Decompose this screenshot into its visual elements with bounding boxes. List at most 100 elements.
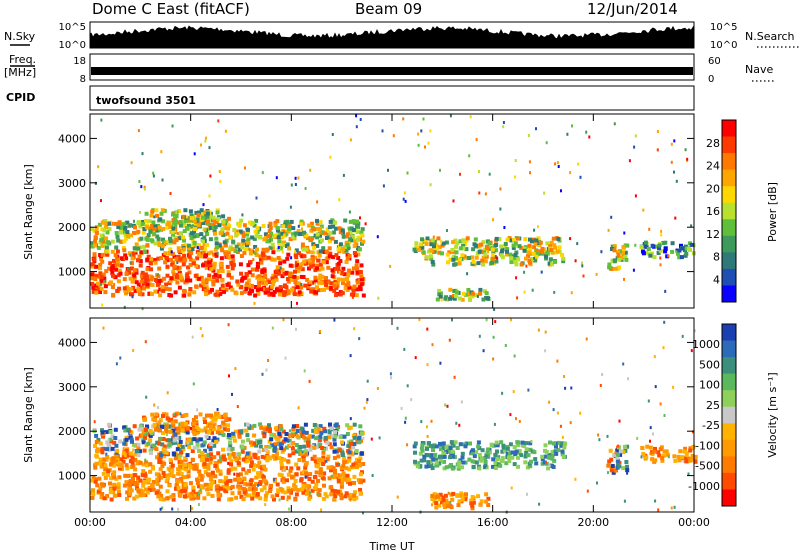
power-region-2-pixel <box>189 216 194 221</box>
power-region-1-pixel <box>355 230 360 234</box>
velocity-region-0-pixel <box>91 476 96 481</box>
velocity-region-0-pixel <box>351 462 356 467</box>
velocity-sparse-pixel <box>607 471 609 475</box>
velocity-sparse-pixel <box>614 451 617 455</box>
power-sparse-pixel <box>294 261 297 265</box>
velocity-region-1-pixel <box>336 424 341 429</box>
power-region-1-pixel <box>150 239 155 244</box>
power-sparse-pixel <box>446 229 448 232</box>
velocity-region-2-pixel <box>180 428 185 433</box>
power-region-0-pixel <box>111 266 115 271</box>
velocity-sparse-pixel <box>177 507 180 511</box>
velocity-sparse-pixel <box>107 438 110 442</box>
power-sparse-pixel <box>427 141 430 145</box>
power-region-1-pixel <box>327 225 332 230</box>
velocity-region-1-pixel <box>136 453 141 458</box>
velocity-region-4-pixel <box>459 491 464 496</box>
power-region-3-pixel <box>448 257 453 262</box>
power-region-1-pixel <box>283 229 288 234</box>
velocity-region-2-pixel <box>213 416 218 421</box>
x-tick-label: 16:00 <box>477 516 509 529</box>
velocity-sparse-pixel <box>544 330 547 334</box>
velocity-region-4-pixel <box>479 499 484 504</box>
power-region-0-pixel <box>359 277 364 281</box>
power-region-0-pixel <box>358 270 363 274</box>
velocity-sparse-pixel <box>171 507 174 511</box>
power-region-2-pixel <box>213 219 218 224</box>
power-region-0-pixel <box>145 257 150 262</box>
power-region-1-pixel <box>171 232 175 237</box>
nsky-label: N.Sky <box>4 30 36 43</box>
velocity-region-1-pixel <box>106 444 111 449</box>
velocity-region-0-pixel <box>347 467 352 472</box>
power-region-0-pixel <box>295 263 300 268</box>
power-region-1-pixel <box>341 246 346 251</box>
velocity-region-1-pixel <box>148 448 153 453</box>
power-region-3-pixel <box>481 240 486 245</box>
velocity-region-1-pixel <box>337 448 342 453</box>
velocity-region-0-pixel <box>348 496 353 501</box>
velocity-region-0-pixel <box>237 490 242 495</box>
velocity-region-0-pixel <box>286 459 291 464</box>
velocity-region-0-pixel <box>341 471 346 476</box>
velocity-region-0-pixel <box>241 497 246 502</box>
power-region-1-pixel <box>275 219 280 224</box>
velocity-region-0-pixel <box>307 496 312 501</box>
velocity-region-0-pixel <box>305 488 310 493</box>
power-region-3-pixel <box>440 251 444 256</box>
velocity-region-1-pixel <box>264 447 269 452</box>
power-region-0-pixel <box>321 260 326 265</box>
power-region-0-pixel <box>98 290 102 294</box>
power-region-0-pixel <box>90 281 95 286</box>
velocity-region-0-pixel <box>329 485 334 490</box>
velocity-region-3-pixel <box>413 441 418 446</box>
power-region-3-pixel <box>556 237 561 241</box>
power-region-1-pixel <box>355 237 360 242</box>
velocity-region-1-pixel <box>212 436 217 441</box>
power-region-0-pixel <box>330 274 335 279</box>
power-sparse-pixel <box>492 218 494 222</box>
power-region-0-pixel <box>290 287 295 292</box>
power-region-3-pixel <box>447 250 452 255</box>
power-region-1-pixel <box>286 229 291 234</box>
power-sparse-pixel <box>359 216 361 220</box>
power-region-5-pixel <box>607 265 612 270</box>
power-region-3-pixel <box>428 254 433 259</box>
power-region-5-pixel <box>624 257 629 262</box>
power-region-0-pixel <box>346 282 351 287</box>
velocity-region-0-pixel <box>198 490 203 495</box>
power-sparse-pixel <box>129 253 132 257</box>
velocity-region-0-pixel <box>157 491 162 496</box>
velocity-sparse-pixel <box>681 334 684 338</box>
power-region-0-pixel <box>304 261 308 266</box>
velocity-region-0-pixel <box>205 457 210 462</box>
velocity-region-0-pixel <box>178 493 183 498</box>
power-region-1-pixel <box>266 234 271 239</box>
power-region-3-pixel <box>503 242 508 246</box>
power-region-0-pixel <box>296 268 301 273</box>
power-region-0-pixel <box>191 261 196 266</box>
power-region-3-pixel <box>490 252 495 257</box>
power-region-0-pixel <box>153 289 158 294</box>
power-region-1-pixel <box>189 244 194 249</box>
power-region-0-pixel <box>245 281 250 286</box>
velocity-region-4-pixel <box>470 495 475 499</box>
power-region-3-pixel <box>424 242 429 246</box>
velocity-region-0-pixel <box>228 486 233 491</box>
velocity-region-2-pixel <box>203 420 207 424</box>
power-region-0-pixel <box>212 261 217 266</box>
velocity-region-4-pixel <box>469 498 474 503</box>
nave-label: Nave <box>745 63 773 76</box>
velocity-sparse-pixel <box>559 424 562 428</box>
power-region-1-pixel <box>255 226 260 230</box>
velocity-region-1-pixel <box>198 437 203 442</box>
power-region-6-pixel <box>665 254 670 259</box>
power-region-0-pixel <box>327 254 332 259</box>
velocity-sparse-pixel <box>236 405 239 408</box>
power-region-3-pixel <box>483 247 487 252</box>
velocity-region-3-pixel <box>439 447 443 452</box>
velocity-region-0-pixel <box>134 494 139 499</box>
power-region-1-pixel <box>299 222 304 227</box>
velocity-region-2-pixel <box>207 430 212 435</box>
velocity-region-0-pixel <box>352 493 357 498</box>
